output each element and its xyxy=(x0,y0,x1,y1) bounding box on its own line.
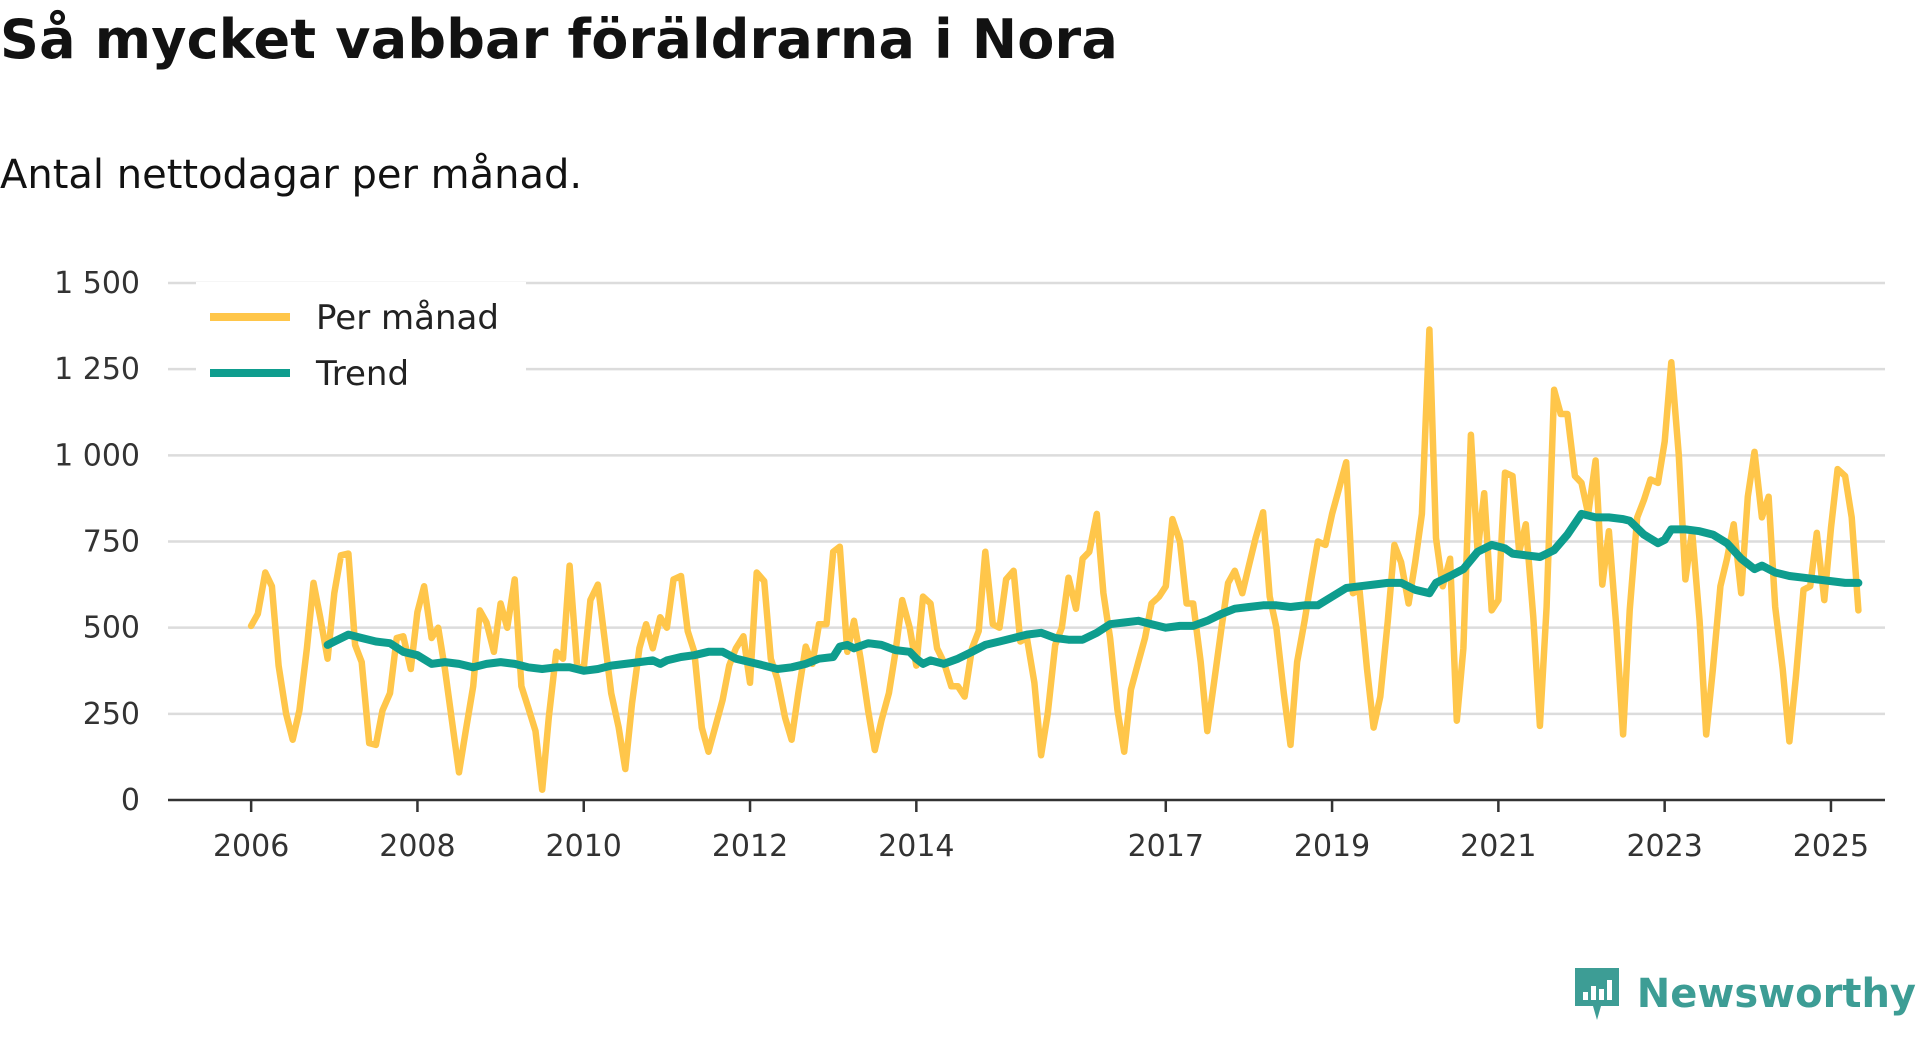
series-lines xyxy=(247,326,1863,793)
brand-name: Newsworthy xyxy=(1636,971,1916,1017)
series-line-trend xyxy=(323,509,1863,675)
legend-label-per-manad: Per månad xyxy=(316,298,499,338)
x-tick-label-2023: 2023 xyxy=(1626,829,1702,864)
legend-label-trend: Trend xyxy=(315,354,409,394)
y-tick-label-1500: 1 500 xyxy=(54,266,140,301)
x-tick-label-2006: 2006 xyxy=(213,829,289,864)
y-axis-ticks: 0 250 500 750 1 000 1 250 1 500 xyxy=(54,266,140,818)
y-tick-label-1000: 1 000 xyxy=(54,438,140,473)
x-tick-label-2025: 2025 xyxy=(1793,829,1869,864)
brand-logo: Newsworthy xyxy=(1571,964,1916,1024)
x-tick-label-2010: 2010 xyxy=(546,829,622,864)
x-tick-label-2021: 2021 xyxy=(1460,829,1536,864)
y-tick-label-500: 500 xyxy=(83,611,140,646)
x-tick-label-2008: 2008 xyxy=(379,829,455,864)
y-tick-label-1250: 1 250 xyxy=(54,352,140,387)
x-tick-label-2017: 2017 xyxy=(1128,829,1204,864)
y-tick-label-750: 750 xyxy=(83,525,140,560)
chart-subtitle: Antal nettodagar per månad. xyxy=(0,152,583,198)
legend: Per månad Trend xyxy=(196,282,526,394)
x-tick-label-2014: 2014 xyxy=(878,829,954,864)
y-tick-label-0: 0 xyxy=(121,783,140,818)
series-line-per-manad xyxy=(247,326,1862,793)
x-tick-label-2012: 2012 xyxy=(712,829,788,864)
y-tick-label-250: 250 xyxy=(83,697,140,732)
x-axis: 2006 2008 2010 2012 2014 2017 2019 2021 2023 2025 xyxy=(168,798,1885,864)
x-tick-label-2019: 2019 xyxy=(1294,829,1370,864)
chart-title: Så mycket vabbar föräldrarna i Nora xyxy=(0,8,1119,71)
newsworthy-logo-icon xyxy=(1574,968,1619,1020)
